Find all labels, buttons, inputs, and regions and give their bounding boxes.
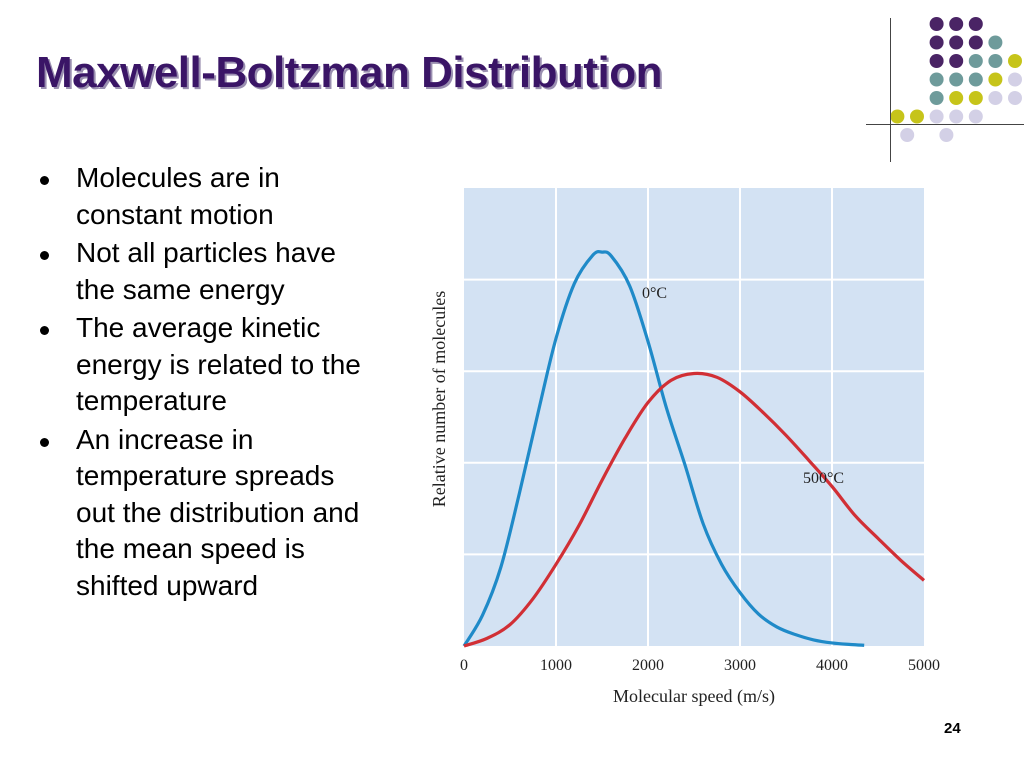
- decor-dot: [929, 54, 944, 68]
- bullet-item: The average kinetic energy is related to…: [36, 310, 376, 420]
- series-label: 500°C: [803, 470, 844, 487]
- header-vertical-divider: [890, 18, 891, 162]
- decor-dot: [1008, 91, 1022, 105]
- bullet-dot-icon: [40, 176, 49, 185]
- bullet-text: Molecules are in constant motion: [76, 162, 280, 230]
- series-labels: 0°C 500°C: [642, 285, 844, 487]
- x-axis-label: Molecular speed (m/s): [613, 686, 775, 707]
- decor-dot: [968, 109, 983, 124]
- decor-dot: [988, 72, 1003, 87]
- x-tick-label: 0: [460, 657, 468, 674]
- decor-dot: [890, 109, 905, 124]
- decor-dot: [988, 35, 1003, 50]
- bullet-dot-icon: [40, 437, 49, 447]
- slide-title: Maxwell-Boltzman Distribution: [36, 48, 662, 97]
- header-horizontal-divider: [866, 124, 1024, 125]
- decor-dot: [949, 35, 964, 50]
- decor-dot: [988, 54, 1003, 68]
- speed-distribution-chart: 0 1000 2000 3000 4000 5000 0°C 500°C Molecular…: [429, 188, 940, 707]
- series-lines: [462, 250, 926, 648]
- decor-dot: [929, 17, 944, 31]
- decor-dot: [929, 72, 944, 87]
- gridlines: [464, 188, 924, 646]
- bullet-item: Molecules are in constant motion: [36, 160, 376, 233]
- x-tick-label: 2000: [632, 657, 664, 674]
- bullet-list: Molecules are in constant motion Not all…: [36, 160, 376, 606]
- decor-dot: [949, 72, 964, 87]
- decor-dot: [968, 72, 983, 87]
- bullet-dot-icon: [40, 326, 49, 335]
- decor-dot: [949, 109, 964, 124]
- bullet-text: An increase in temperature spreads out t…: [76, 423, 360, 601]
- x-tick-label: 3000: [724, 657, 756, 674]
- decor-dot: [929, 35, 944, 50]
- x-tick-label: 5000: [908, 657, 940, 674]
- series-label: 0°C: [642, 285, 667, 302]
- decor-dot: [949, 17, 964, 31]
- decor-dot: [929, 91, 944, 105]
- slide-number: 24: [944, 720, 961, 737]
- decor-dot: [988, 91, 1003, 105]
- decor-dot: [968, 35, 983, 50]
- decor-dot: [939, 128, 954, 142]
- series-line-1: [463, 371, 926, 648]
- plot-area: [464, 188, 924, 646]
- decor-dot: [949, 54, 964, 68]
- decor-dot: [910, 109, 924, 124]
- bullet-text: Not all particles have the same energy: [76, 237, 336, 305]
- bullet-dot-icon: [40, 251, 49, 260]
- bullet-item: An increase in temperature spreads out t…: [36, 422, 376, 605]
- decor-dot: [949, 91, 964, 105]
- decor-dot: [900, 128, 915, 142]
- decor-dot: [968, 17, 983, 31]
- x-tick-label: 4000: [816, 657, 848, 674]
- bullet-item: Not all particles have the same energy: [36, 235, 376, 308]
- series-line-0: [462, 250, 865, 647]
- decor-dot: [968, 91, 983, 105]
- y-axis-label: Relative number of molecules: [429, 291, 449, 507]
- decor-dot: [929, 109, 944, 124]
- decor-dot: [1008, 54, 1022, 68]
- decor-dot: [968, 54, 983, 68]
- bullet-text: The average kinetic energy is related to…: [76, 312, 361, 416]
- decor-dot: [1008, 72, 1022, 87]
- x-tick-labels: 0 1000 2000 3000 4000 5000: [460, 657, 940, 674]
- x-tick-label: 1000: [540, 657, 572, 674]
